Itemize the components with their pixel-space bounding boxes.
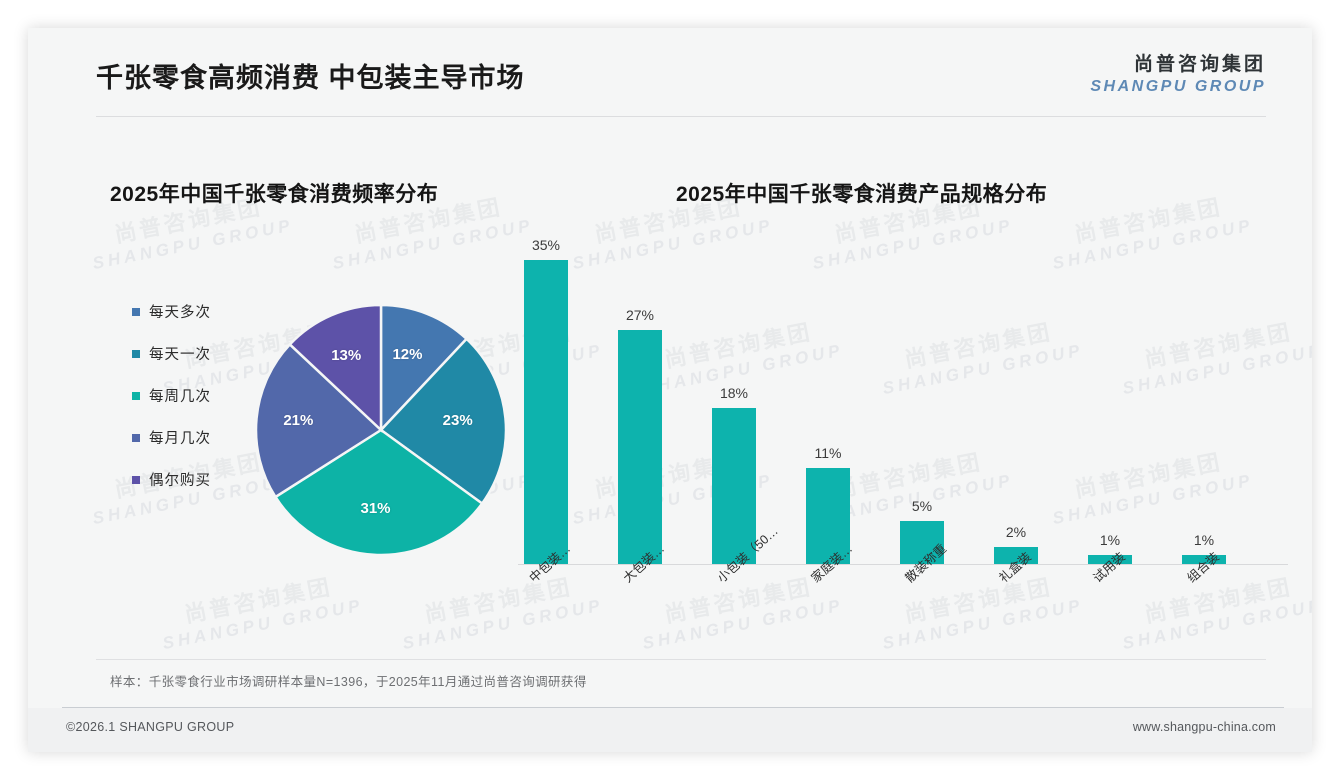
pie-graphic: 12% 23% 31% 21% 13% <box>256 305 506 555</box>
bar-chart-title: 2025年中国千张零食消费产品规格分布 <box>676 183 1048 206</box>
bar-rect[interactable] <box>524 260 568 564</box>
pie-legend-item[interactable]: 每天多次 <box>132 302 211 321</box>
bar-value-label: 27% <box>625 306 655 323</box>
bar-value-label: 1% <box>1099 532 1121 549</box>
bar-rect[interactable] <box>1088 555 1132 564</box>
pie-chart-title: 2025年中国千张零食消费频率分布 <box>110 183 439 206</box>
pie-slice-label: 12% <box>392 345 423 363</box>
legend-label: 每天多次 <box>149 305 211 321</box>
legend-swatch-icon <box>132 475 140 484</box>
legend-label: 每天一次 <box>149 347 211 363</box>
bar-rect[interactable] <box>1182 555 1226 564</box>
pie-slice-label: 31% <box>360 499 391 517</box>
logo-chinese-text: 尚普咨询集团 <box>1133 54 1266 75</box>
bar-column[interactable]: 2% <box>973 524 1059 564</box>
legend-label: 每周几次 <box>149 389 211 405</box>
bar-column[interactable]: 18% <box>691 385 777 564</box>
bar-column[interactable]: 1% <box>1161 532 1247 564</box>
pie-legend: 每天多次每天一次每周几次每月几次偶尔购买 <box>132 302 211 512</box>
legend-label: 每月几次 <box>149 431 211 447</box>
pie-slice-label: 21% <box>283 412 314 430</box>
logo-english-text: SHANGPU GROUP <box>1090 77 1266 95</box>
website-link[interactable]: www.shangpu-china.com <box>1132 720 1276 734</box>
bar-column[interactable]: 1% <box>1067 532 1153 564</box>
copyright-text: ©2026.1 SHANGPU GROUP <box>66 720 235 734</box>
slide-header: 千张零食高频消费 中包装主导市场 尚普咨询集团 SHANGPU GROUP <box>28 28 1312 120</box>
bar-rect[interactable] <box>712 407 756 564</box>
bar-rect[interactable] <box>900 520 944 564</box>
charts-area: 2025年中国千张零食消费频率分布 2025年中国千张零食消费产品规格分布 每天… <box>28 120 1312 657</box>
pie-slice[interactable] <box>379 337 506 506</box>
footnote-divider <box>96 659 1266 660</box>
pie-legend-item[interactable]: 每月几次 <box>132 428 211 447</box>
legend-swatch-icon <box>132 391 140 400</box>
legend-label: 偶尔购买 <box>149 473 211 489</box>
bar-column[interactable]: 35% <box>503 237 589 564</box>
brand-logo: 尚普咨询集团 SHANGPU GROUP <box>1090 54 1266 97</box>
bar-value-label: 18% <box>719 384 749 401</box>
pie-slice[interactable] <box>256 342 384 499</box>
slide-page: 尚普咨询集团 SHANGPU GROUP 尚普咨询集团 SHANGPU GROUP 尚普… <box>28 28 1312 752</box>
bar-rect[interactable] <box>618 329 662 564</box>
bar-plot-area: 35% 27% 18% 11% 5% 2% 1% 1% <box>518 234 1288 564</box>
pie-slice[interactable] <box>379 305 469 434</box>
pie-slice[interactable] <box>288 305 383 433</box>
bar-value-label: 2% <box>1005 523 1027 540</box>
header-divider <box>96 116 1266 117</box>
pie-slice-label: 13% <box>331 346 362 364</box>
pie-chart: 每天多次每天一次每周几次每月几次偶尔购买 12% 23% 31% 21% 13% <box>88 230 648 650</box>
pie-slice[interactable] <box>273 428 484 555</box>
pie-legend-item[interactable]: 每天一次 <box>132 344 211 363</box>
sample-footnote: 样本：千张零食行业市场调研样本量N=1396，于2025年11月通过尚普咨询调研… <box>110 675 587 689</box>
bar-value-label: 5% <box>911 497 933 514</box>
bar-column[interactable]: 27% <box>597 307 683 564</box>
bar-value-label: 11% <box>814 445 842 462</box>
slide-footer: ©2026.1 SHANGPU GROUP www.shangpu-china.… <box>28 708 1312 752</box>
bar-value-label: 35% <box>531 237 561 254</box>
bar-rect[interactable] <box>806 468 850 564</box>
footer-divider <box>62 707 1284 708</box>
page-title: 千张零食高频消费 中包装主导市场 <box>96 63 525 93</box>
bar-chart: 35% 27% 18% 11% 5% 2% 1% 1% 中包装… 大包装… 小包装（50… 家庭装…… <box>498 224 1298 654</box>
pie-legend-item[interactable]: 每周几次 <box>132 386 211 405</box>
pie-slice-label: 23% <box>442 412 473 430</box>
bar-column[interactable]: 11% <box>785 445 871 564</box>
legend-swatch-icon <box>132 349 140 358</box>
legend-swatch-icon <box>132 433 140 442</box>
bar-rect[interactable] <box>994 546 1038 564</box>
pie-legend-item[interactable]: 偶尔购买 <box>132 470 211 489</box>
bar-value-label: 1% <box>1193 532 1215 549</box>
legend-swatch-icon <box>132 307 140 316</box>
bar-x-axis <box>518 564 1288 565</box>
bar-column[interactable]: 5% <box>879 498 965 564</box>
